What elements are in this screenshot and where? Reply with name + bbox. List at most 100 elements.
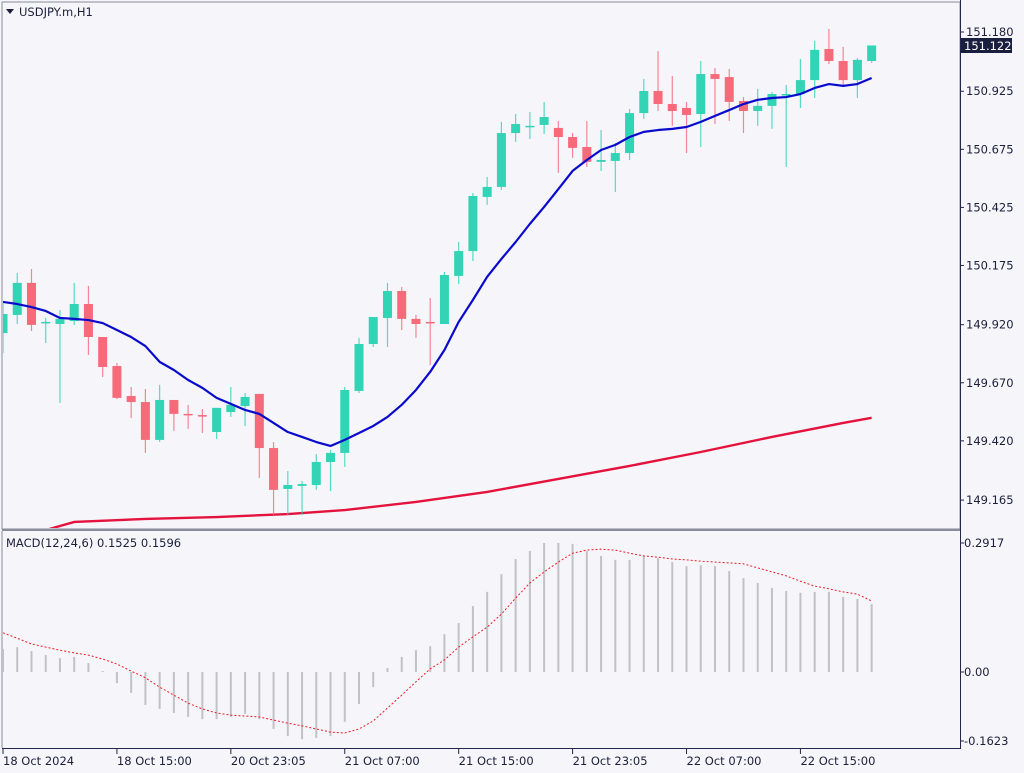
candle-body (767, 94, 777, 106)
bullish-candle (639, 78, 649, 119)
bullish-candle (382, 282, 392, 347)
candle-body (311, 461, 321, 485)
candle-body (738, 100, 748, 111)
bullish-candle (525, 111, 535, 139)
candle-body (326, 452, 336, 462)
bearish-candle (126, 386, 136, 419)
candle-body (12, 282, 22, 315)
candle-body (3, 314, 8, 334)
time-axis: 18 Oct 2024 18 Oct 15:00 20 Oct 23:05 21 Oc… (2, 749, 875, 768)
ma-fast-path (3, 76, 873, 448)
candle-body (240, 396, 250, 407)
bullish-candle (511, 114, 521, 142)
candle-body (682, 107, 692, 115)
candle-body (98, 337, 108, 367)
candle-body (183, 413, 193, 416)
bullish-candle (326, 449, 336, 492)
candle-body (226, 404, 236, 413)
bearish-candle (553, 120, 563, 174)
time-axis-label: 20 Oct 23:05 (231, 754, 306, 768)
bearish-candle (667, 75, 677, 126)
candle-body (439, 274, 449, 325)
ma-slow-line (48, 416, 872, 528)
bearish-candle (98, 337, 108, 377)
price-axis-label: 151.180 (966, 25, 1014, 39)
time-axis-label: 21 Oct 23:05 (573, 754, 648, 768)
bearish-candle (824, 28, 834, 65)
macd-signal-line (3, 548, 872, 734)
bearish-candle (724, 68, 734, 121)
bullish-candle (41, 317, 51, 344)
chart-title: USDJPY.m,H1 (19, 5, 93, 19)
price-axis-label: 150.175 (966, 258, 1014, 272)
macd-axis: 0.2917 0.00 -0.1623 (960, 536, 1008, 748)
candle-body (496, 133, 506, 187)
candle-body (155, 399, 165, 440)
candle-body (610, 153, 620, 161)
candle-body (368, 317, 378, 344)
bearish-candle (254, 393, 264, 479)
candle-body (254, 393, 264, 449)
bearish-candle (169, 399, 179, 431)
candle-body (169, 399, 179, 414)
price-axis-label: 150.925 (966, 84, 1014, 98)
bearish-candle (838, 46, 848, 88)
candle-body (639, 91, 649, 114)
bullish-candle (283, 471, 293, 515)
candle-body (140, 402, 150, 440)
bullish-candle (753, 88, 763, 126)
bearish-candle (26, 268, 36, 331)
candle-body (568, 136, 578, 148)
time-axis-label: 21 Oct 07:00 (345, 754, 420, 768)
bearish-candle (112, 363, 122, 400)
bullish-candle (610, 143, 620, 193)
candle-body (824, 48, 834, 62)
bullish-candle (368, 317, 378, 347)
candle-body (41, 321, 51, 324)
macd-signal-path (3, 548, 872, 734)
bullish-candle (340, 386, 350, 467)
candle-body (553, 127, 563, 137)
candle-body (55, 318, 65, 325)
time-axis-label: 18 Oct 2024 (3, 754, 74, 768)
candle-body (525, 125, 535, 128)
price-axis-label: 149.420 (966, 434, 1014, 448)
bearish-candle (425, 297, 435, 365)
macd-axis-label: -0.1623 (964, 734, 1008, 748)
price-axis-label: 149.670 (966, 376, 1014, 390)
bullish-candle (625, 108, 635, 160)
time-axis-label: 22 Oct 15:00 (800, 754, 875, 768)
price-axis-label: 150.425 (966, 200, 1014, 214)
price-axis-label: 149.165 (966, 493, 1014, 507)
candle-body (269, 448, 279, 490)
candle-body (810, 49, 820, 81)
bullish-candle (12, 272, 22, 325)
bullish-candle (468, 192, 478, 262)
candle-body (354, 343, 364, 391)
bearish-candle (183, 404, 193, 430)
candle-body (753, 105, 763, 111)
candle-body (340, 389, 350, 453)
candle-body (382, 291, 392, 318)
ma-slow-path (48, 416, 872, 528)
bearish-candle (411, 314, 421, 338)
candle-body (454, 251, 464, 276)
candle-body (397, 291, 407, 319)
current-price-value: 151.122 (964, 39, 1012, 53)
bullish-candle (55, 310, 65, 403)
dropdown-triangle-icon[interactable] (6, 9, 14, 14)
candle-body (212, 407, 222, 433)
bullish-candle (867, 45, 877, 63)
bearish-candle (397, 287, 407, 331)
bullish-candle (212, 407, 222, 439)
candle-body (625, 113, 635, 154)
macd-indicator-label: MACD(12,24,6) 0.1525 0.1596 (6, 536, 181, 550)
bearish-candle (568, 133, 578, 158)
bearish-candle (710, 68, 720, 124)
current-price-tag: 151.122 (961, 38, 1012, 53)
current-price-tag-background (961, 38, 1012, 53)
candle-body (26, 282, 36, 325)
time-axis-label: 22 Oct 07:00 (687, 754, 762, 768)
bullish-candle (454, 241, 464, 285)
